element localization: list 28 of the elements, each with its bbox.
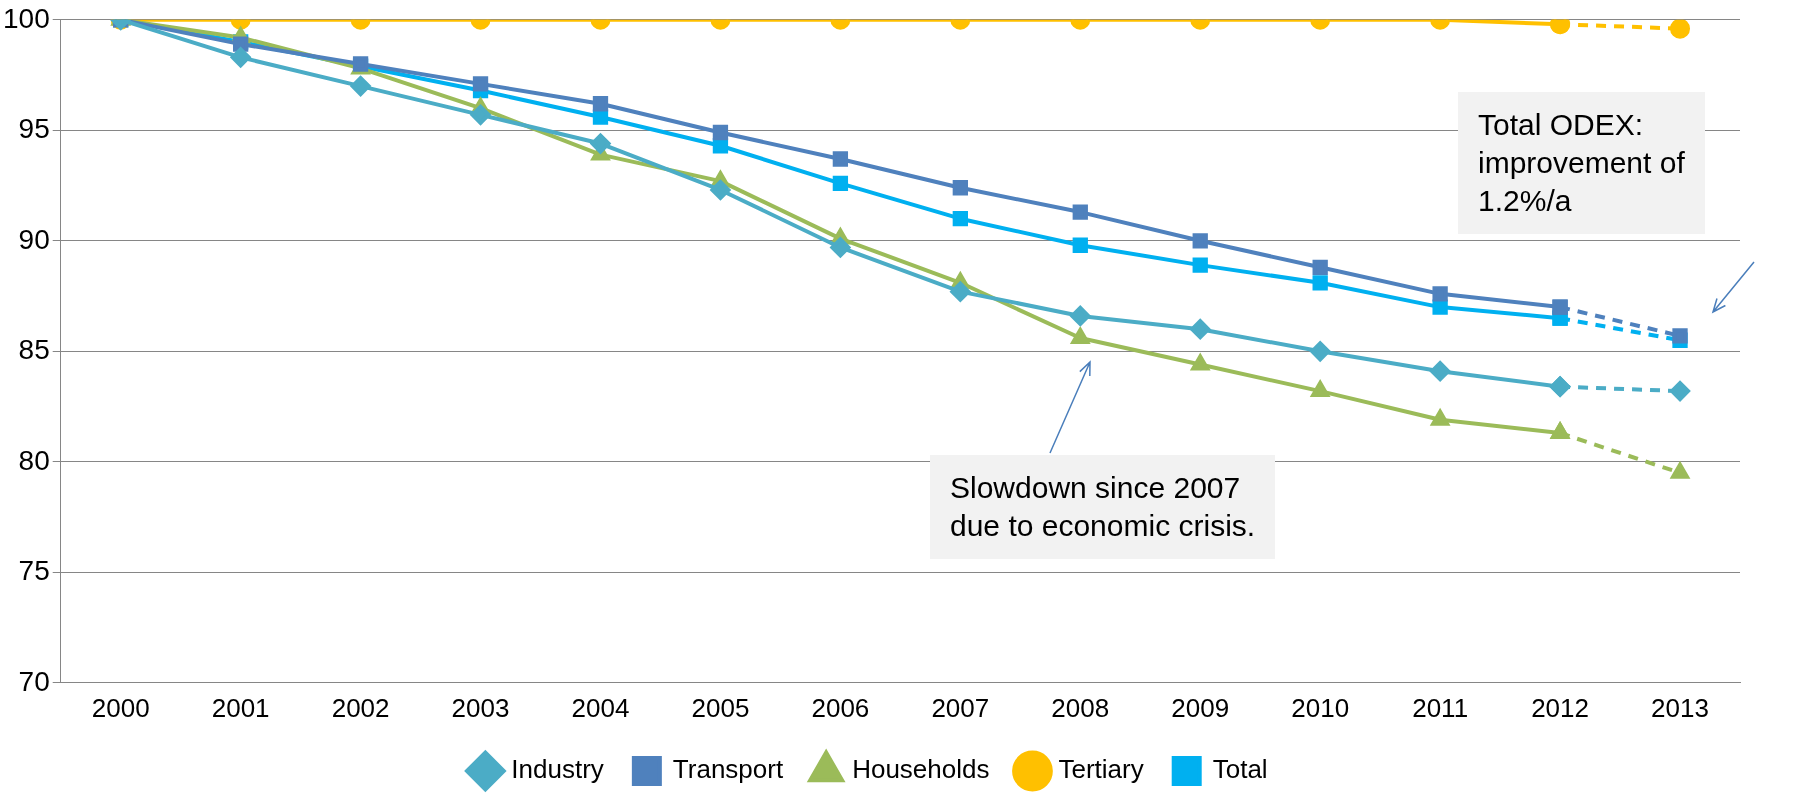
x-tick-label: 2011 bbox=[1412, 692, 1469, 723]
y-tick-label: 90 bbox=[18, 223, 50, 255]
x-tick-label: 2008 bbox=[1051, 692, 1110, 723]
annotation: Total ODEX: improvement of 1.2%/a bbox=[1458, 92, 1705, 234]
y-tick-label: 70 bbox=[18, 665, 50, 697]
y-tick-label: 75 bbox=[18, 555, 50, 587]
legend-label: Households bbox=[852, 754, 990, 785]
legend-label: Industry bbox=[511, 754, 604, 785]
x-tick-label: 2003 bbox=[451, 692, 510, 723]
x-tick-label: 2010 bbox=[1291, 692, 1350, 723]
legend-label: Tertiary bbox=[1058, 754, 1144, 785]
y-tick-label: 80 bbox=[18, 444, 50, 476]
x-tick-label: 2004 bbox=[571, 692, 630, 723]
x-tick-label: 2009 bbox=[1171, 692, 1230, 723]
y-tick-label: 85 bbox=[18, 334, 50, 366]
x-tick-label: 2007 bbox=[931, 692, 990, 723]
x-tick-label: 2005 bbox=[691, 692, 750, 723]
x-tick-label: 2001 bbox=[211, 692, 270, 723]
legend-label: Transport bbox=[672, 754, 784, 785]
x-tick-label: 2002 bbox=[331, 692, 390, 723]
x-tick-label: 2013 bbox=[1651, 692, 1709, 723]
x-tick-label: 2012 bbox=[1531, 692, 1589, 723]
annotation: Slowdown since 2007 due to economic crisis. bbox=[930, 455, 1276, 559]
y-tick-label: 100 bbox=[3, 2, 50, 34]
y-tick-label: 95 bbox=[18, 113, 50, 145]
x-tick-label: 2000 bbox=[91, 692, 150, 723]
x-tick-label: 2006 bbox=[811, 692, 870, 723]
legend-label: Total bbox=[1212, 754, 1268, 785]
